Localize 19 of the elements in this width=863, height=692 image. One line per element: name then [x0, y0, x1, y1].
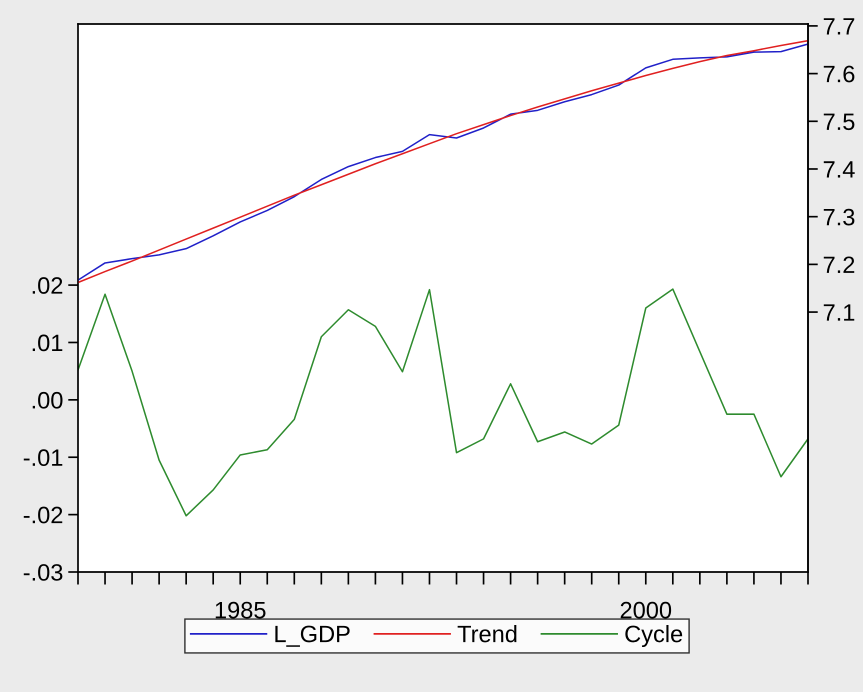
line-series — [78, 288, 808, 517]
y-tick-label: .01 — [32, 334, 62, 352]
y2-tick-label: 7.4 — [824, 161, 855, 178]
y-tick-label: .02 — [32, 277, 62, 294]
x-tick-label: 1985 — [216, 602, 266, 619]
legend-label: Cycle — [625, 624, 682, 648]
y2-tick-label: 7.6 — [824, 66, 854, 82]
y-tick-label: .00 — [32, 392, 62, 409]
y2-tick-label: 7.7 — [824, 18, 854, 34]
y2-tick-label: 7.2 — [824, 256, 854, 273]
legend-label: L_GDP — [275, 626, 350, 647]
x-tick-label: 2000 — [620, 602, 672, 619]
legend-label: Trend — [458, 624, 516, 642]
y-tick-label: -.01 — [24, 449, 62, 466]
y2-tick-label: 7.3 — [824, 208, 854, 226]
y2-tick-label: 7.5 — [824, 114, 854, 130]
y-tick-label: -.02 — [24, 506, 62, 524]
y-tick-label: -.03 — [24, 564, 62, 581]
y2-tick-label: 7.1 — [824, 304, 854, 321]
